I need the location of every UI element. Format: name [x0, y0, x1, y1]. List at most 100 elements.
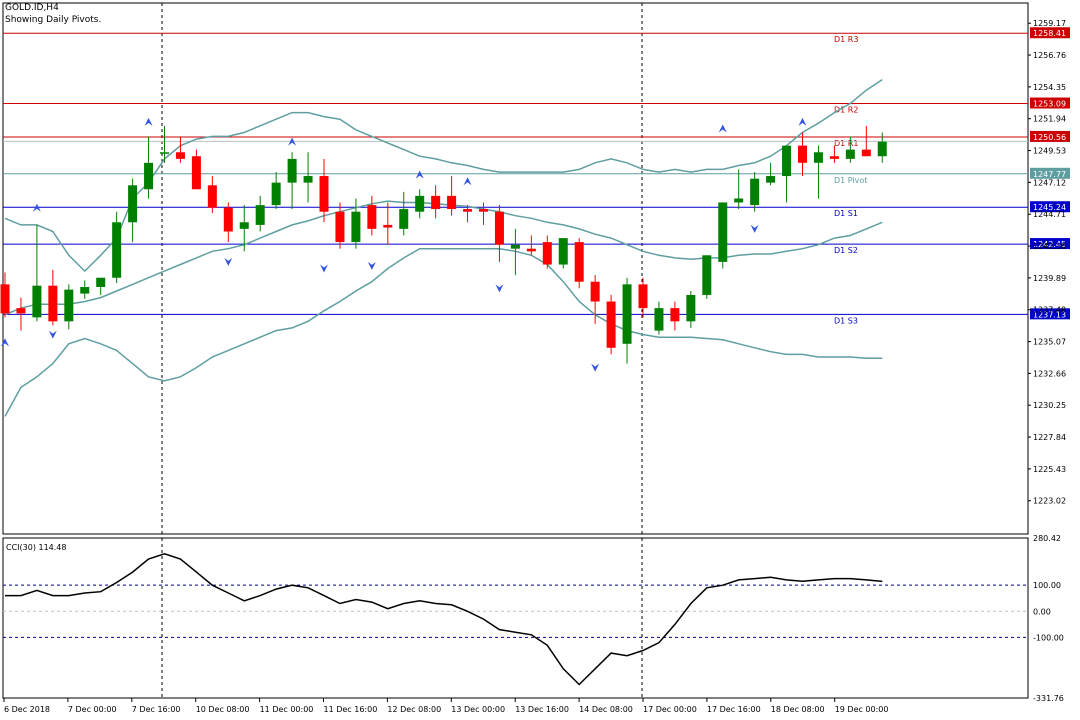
main-panel-border — [2, 2, 1029, 535]
cci-tick-label: -331.76 — [1033, 694, 1064, 703]
candle — [590, 275, 600, 324]
candle — [606, 294, 616, 355]
candle-body — [16, 308, 26, 314]
candle-body — [144, 162, 154, 190]
cci-title: CCI(30) 114.48 — [6, 543, 67, 552]
pivot-price-box-2 — [1030, 130, 1070, 142]
pivot-price-box-5 — [1030, 238, 1070, 250]
candle — [542, 235, 552, 269]
cci-tick-label: 100.00 — [1033, 581, 1061, 590]
fractal-up-arrow-icon — [463, 177, 472, 186]
candle — [399, 191, 409, 236]
candle-body — [175, 152, 185, 159]
candle-body — [32, 285, 42, 318]
price-tick-label: 1223.02 — [1033, 497, 1066, 506]
candle — [798, 132, 807, 177]
fractal-down-arrow-icon — [750, 224, 759, 233]
candle — [447, 176, 457, 216]
fractal-down-arrow-icon — [224, 257, 233, 266]
time-tick-label: 13 Dec 00:00 — [451, 705, 505, 714]
fractal-up-arrow-icon — [415, 170, 424, 179]
candle-body — [383, 224, 393, 228]
time-grid — [161, 3, 643, 698]
price-tick-label: 1232.66 — [1033, 369, 1066, 378]
candle-body — [239, 222, 249, 229]
candle-body — [160, 152, 169, 154]
time-tick-label: 11 Dec 00:00 — [260, 705, 314, 714]
candle-body — [558, 238, 568, 265]
candle — [718, 202, 728, 269]
candle-body — [750, 178, 760, 206]
price-tick-label: 1242.30 — [1033, 242, 1066, 251]
price-tick-label: 1247.12 — [1033, 178, 1066, 187]
price-tick-label: 1230.25 — [1033, 401, 1066, 410]
fractals — [1, 117, 807, 372]
pivot-label-5: D1 S2 — [834, 246, 858, 255]
candle-body — [654, 308, 664, 331]
price-tick-label: 1249.53 — [1033, 147, 1066, 156]
candle — [431, 185, 441, 219]
fractal-up-arrow-icon — [288, 137, 297, 146]
candle — [510, 228, 520, 276]
cci-line — [5, 553, 883, 686]
candle-body — [606, 301, 616, 348]
price-tick-label: 1225.43 — [1033, 465, 1066, 474]
candles — [0, 125, 887, 364]
cci-panel: CCI(30) 114.48 280.42 100.00 0.00 -100.00 -33… — [3, 534, 1064, 703]
candle — [128, 178, 138, 243]
time-tick-label: 17 Dec 16:00 — [707, 705, 761, 714]
time-tick-label: 10 Dec 08:00 — [196, 705, 250, 714]
fractal-down-arrow-icon — [320, 264, 328, 273]
fractal-up-arrow-icon — [798, 117, 807, 126]
pivot-price-3: 1247.77 — [1033, 170, 1066, 179]
time-tick-label: 7 Dec 00:00 — [68, 705, 117, 714]
pivot-levels: D1 R3 1258.41 D1 R2 1253.09 D1 R1 1250.56 D1 P… — [3, 27, 1070, 325]
candle-body — [80, 286, 90, 294]
time-tick-label: 7 Dec 16:00 — [132, 705, 181, 714]
candle — [367, 195, 377, 236]
candle-body — [463, 209, 473, 212]
chart-frame — [2, 2, 1029, 699]
candle-body — [207, 185, 217, 208]
candle-body — [702, 255, 712, 295]
candle-body — [367, 205, 377, 229]
fractal-down-arrow-icon — [48, 330, 57, 339]
candle-body — [542, 242, 552, 265]
candle-body — [96, 277, 106, 287]
pivot-price-box-4 — [1030, 201, 1070, 213]
price-tick-label: 1235.07 — [1033, 338, 1066, 347]
candle — [574, 238, 584, 289]
price-tick-label: 1227.84 — [1033, 433, 1066, 442]
pivot-price-box-3 — [1030, 167, 1070, 179]
fractal-down-arrow-icon — [591, 363, 600, 372]
candle — [271, 172, 281, 210]
candle — [335, 202, 345, 249]
pivot-label-2: D1 R1 — [834, 139, 858, 148]
time-tick-label: 11 Dec 16:00 — [324, 705, 378, 714]
candle-body — [845, 149, 855, 159]
pivot-price-1: 1253.09 — [1033, 100, 1066, 109]
candle — [622, 277, 632, 364]
pivot-price-6: 1237.13 — [1033, 310, 1066, 319]
candle-body — [526, 248, 536, 252]
price-tick-label: 1254.35 — [1033, 83, 1066, 92]
price-axis: 1259.17 1256.76 1254.35 1251.94 1249.53 1247.… — [1028, 19, 1066, 506]
candle-body — [829, 156, 839, 159]
candle — [64, 284, 74, 330]
pivot-price-5: 1242.45 — [1033, 240, 1066, 249]
candle-body — [319, 176, 329, 212]
pivot-price-box-0 — [1030, 27, 1070, 39]
time-tick-label: 13 Dec 16:00 — [515, 705, 569, 714]
candle — [415, 189, 425, 219]
fractal-up-arrow-icon — [718, 124, 727, 133]
candle-body — [64, 289, 74, 322]
candle — [383, 202, 393, 245]
time-tick-label: 17 Dec 00:00 — [643, 705, 697, 714]
candle-body — [335, 211, 345, 243]
candle — [686, 290, 696, 328]
pivot-price-2: 1250.56 — [1033, 133, 1066, 142]
bb-lower-line — [4, 247, 883, 417]
price-tick-label: 1259.17 — [1033, 19, 1066, 28]
candle-body — [494, 211, 504, 245]
